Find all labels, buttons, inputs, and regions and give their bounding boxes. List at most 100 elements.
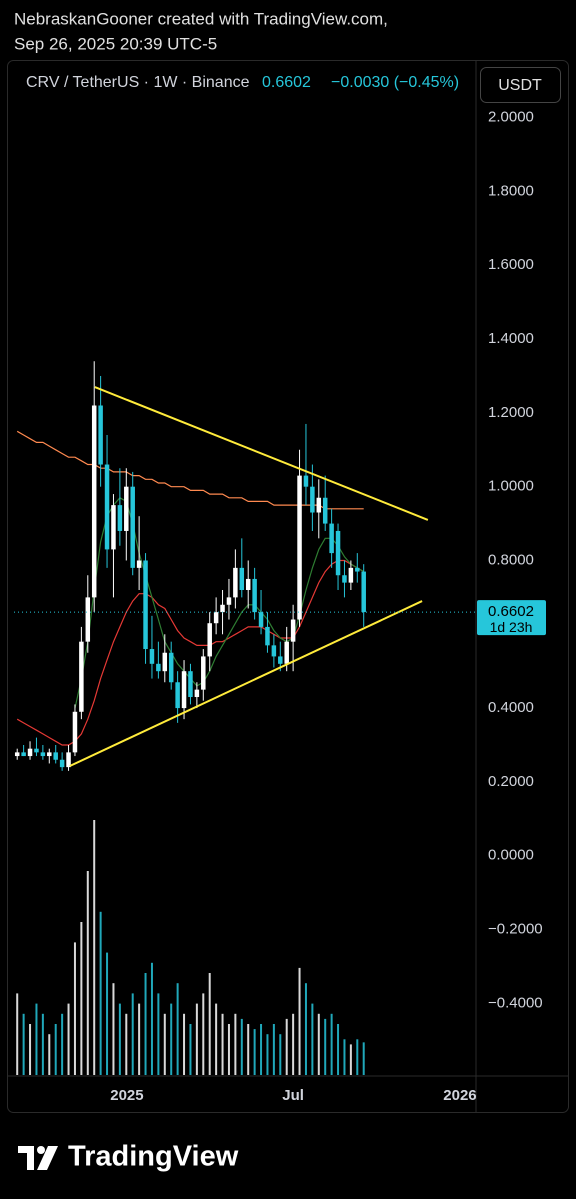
volume-bar [221,1013,224,1075]
volume-bar [150,962,153,1075]
volume-bar [67,1003,70,1075]
volume-bar [163,1013,166,1075]
candle-body [104,464,110,550]
candle-body [348,567,354,583]
volume-bar [292,1013,295,1075]
volume-bar [170,1003,173,1075]
candle-body [162,652,168,672]
volume-bar [330,1013,333,1075]
y-tick-label: 0.8000 [488,551,534,568]
candle-body [59,759,65,768]
trendline [94,386,429,521]
volume-bar [362,1042,365,1075]
credit: NebraskanGooner created with TradingView… [14,9,388,28]
volume-bar [266,1034,269,1075]
candle-body [181,671,187,709]
y-tick-label: 1.8000 [488,182,534,199]
volume-bar [317,1013,320,1075]
volume-bar [247,1024,250,1075]
volume-bar [356,1039,359,1075]
volume-bar [61,1013,64,1075]
candle-body [213,612,219,624]
candle-body [297,475,302,620]
candle-body [361,571,366,613]
plot: 2.0000 1.8000 1.6000 1.4000 1.2000 1.0000 0.80… [14,109,546,1104]
logo-mark [37,1146,45,1154]
candle-body [265,626,270,646]
candle-body [79,641,84,712]
last-change: −0.0030 (−0.45%) [331,74,459,91]
candle-body [271,645,277,657]
countdown: 1d 23h [490,619,533,635]
candle-body [316,497,322,513]
candle-body [143,560,148,650]
candle-body [201,656,206,690]
y-tick-label: −0.2000 [488,920,543,937]
volume-bar [189,1024,192,1075]
y-tick-label: 1.6000 [488,256,534,273]
candle-body [355,567,360,572]
last-price-label: 0.6602 [488,603,534,620]
candle-body [136,560,142,568]
logo-mark [18,1146,34,1170]
candle-body [111,505,116,550]
volume-bar [157,993,160,1075]
currency[interactable]: USDT [498,77,542,94]
candle-body [303,475,309,487]
volume-bar [125,1013,128,1075]
y-tick-label: 0.0000 [488,847,534,864]
candle-body [21,752,26,757]
candle-body [47,752,52,757]
volume-bar [272,1024,275,1075]
volume-bar [73,942,76,1075]
candle-body [310,486,315,513]
candle-body [66,752,71,768]
volume-bar [183,1013,186,1075]
candle-body [258,612,264,627]
y-tick-label: 2.0000 [488,109,534,126]
chart-frame [7,60,569,1113]
candle-body [34,748,39,753]
candle-body [14,752,20,757]
volume-bar [144,973,147,1075]
volume-bar [227,1024,230,1075]
volume-bar [240,1018,243,1075]
candle-body [175,682,180,709]
candle-body [252,578,257,613]
candle-body [130,486,135,568]
candle-body [117,505,123,531]
y-tick-label: 0.4000 [488,699,534,716]
moving-average [74,497,365,709]
volume-bar [118,1003,121,1075]
x-tick-label: 2025 [110,1087,143,1104]
y-tick-label: 1.2000 [488,404,534,421]
candle-body [342,575,347,583]
candle-body [85,597,91,642]
volume-bar [279,1034,282,1075]
candle-body [290,619,296,642]
candle-body [40,752,46,757]
last-price-box [477,600,546,636]
y-tick-label: −0.4000 [488,994,543,1011]
last-price: 0.6602 [262,74,311,91]
candle-body [188,671,193,698]
volume-bar [106,952,109,1075]
volume-bar [22,1013,25,1075]
candle-body [98,405,103,465]
candle-body [53,752,58,760]
candle-body [220,604,225,613]
candle-body [335,530,341,576]
volume-bar [298,967,301,1075]
volume-bar [54,1024,57,1075]
trendline [69,600,423,767]
volume-bar [208,973,211,1075]
currency-button[interactable] [480,67,561,103]
logo-mark [37,1146,58,1170]
candle-body [278,656,283,664]
candle-body [329,523,334,554]
volume-bar [29,1024,32,1075]
volume-bar [349,1044,352,1075]
brand: TradingView [68,1141,239,1173]
candle-body [149,649,155,664]
